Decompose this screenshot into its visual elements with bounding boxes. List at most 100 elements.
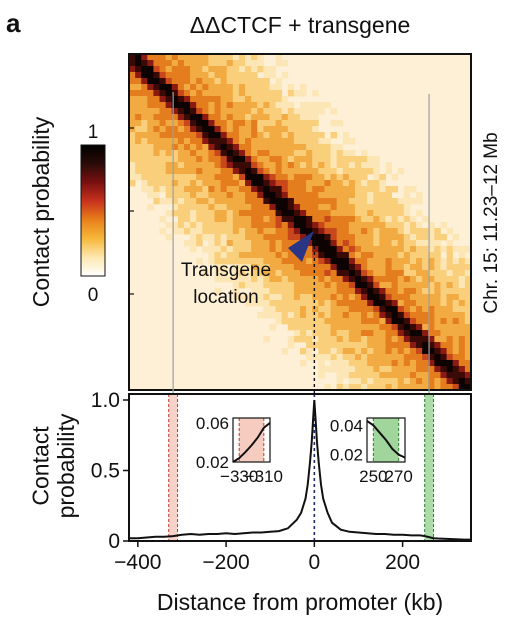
heatmap-cell: [300, 192, 307, 199]
heatmap-cell: [324, 336, 331, 343]
heatmap-cell: [238, 282, 246, 289]
heatmap-cell: [446, 294, 454, 301]
heatmap-cell: [183, 84, 191, 91]
heatmap-cell: [177, 216, 185, 223]
highlight-band-1: [424, 394, 434, 541]
heatmap-cell: [287, 114, 295, 121]
heatmap-cell: [367, 246, 374, 253]
heatmap-cell: [214, 126, 222, 133]
heatmap-cell: [318, 150, 325, 157]
heatmap-cell: [251, 108, 258, 115]
heatmap-cell: [135, 162, 142, 169]
heatmap-cell: [232, 168, 240, 175]
heatmap-cell: [269, 228, 276, 235]
heatmap-cell: [257, 168, 264, 175]
heatmap-cell: [458, 360, 466, 367]
heatmap-cell: [202, 102, 209, 109]
heatmap-cell: [208, 162, 215, 169]
heatmap-cell: [452, 360, 460, 367]
x-axis-ticks: −400 −200 0 200: [114, 541, 420, 574]
heatmap-cell: [147, 180, 154, 187]
heatmap-cell: [324, 354, 331, 361]
heatmap-cell: [464, 318, 472, 325]
heatmap-cell: [238, 228, 246, 235]
heatmap-cell: [373, 192, 380, 199]
heatmap-cell: [300, 288, 307, 295]
heatmap-cell: [367, 228, 374, 235]
heatmap-cell: [226, 198, 234, 205]
heatmap-cell: [434, 276, 441, 283]
heatmap-cell: [208, 198, 215, 205]
heatmap-cell: [367, 216, 374, 223]
heatmap-cell: [275, 192, 283, 199]
heatmap-cell: [196, 162, 203, 169]
heatmap-cell: [269, 108, 276, 115]
heatmap-cell: [275, 312, 283, 319]
heatmap-cell: [190, 192, 197, 199]
heatmap-cell: [202, 210, 209, 217]
heatmap-cell: [403, 378, 411, 385]
heatmap-cell: [287, 186, 295, 193]
heatmap-cell: [300, 348, 307, 355]
heatmap-cell: [367, 240, 374, 247]
heatmap-cell: [171, 222, 179, 229]
heatmap-cell: [214, 216, 222, 223]
heatmap-cell: [159, 102, 167, 109]
heatmap-cell: [361, 306, 368, 313]
heatmap-cell: [220, 252, 228, 259]
heatmap-cell: [257, 294, 264, 301]
heatmap-cell: [214, 276, 222, 283]
heatmap-cell: [293, 216, 301, 223]
heatmap-cell: [287, 84, 295, 91]
heatmap-cell: [183, 228, 191, 235]
heatmap-cell: [183, 96, 191, 103]
heatmap-cell: [458, 282, 466, 289]
heatmap-cell: [220, 270, 228, 277]
heatmap-cell: [275, 306, 283, 313]
heatmap-cell: [330, 276, 338, 283]
annotation-line-2: location: [193, 287, 259, 308]
heatmap-cell: [245, 216, 252, 223]
heatmap-cell: [251, 282, 258, 289]
heatmap-cell: [129, 138, 136, 145]
heatmap-cell: [428, 222, 435, 229]
inset-line: [232, 422, 271, 463]
heatmap-cell: [312, 144, 319, 151]
heatmap-cell: [269, 216, 276, 223]
inset-x-tick-label: 270: [384, 467, 412, 486]
heatmap-cell: [434, 258, 441, 265]
heatmap-cell: [464, 300, 472, 307]
heatmap-cell: [202, 156, 209, 163]
heatmap-cell: [165, 186, 173, 193]
heatmap-cell: [251, 270, 258, 277]
heatmap-cell: [440, 288, 447, 295]
heatmap-cell: [464, 384, 472, 391]
heatmap-cell: [318, 282, 325, 289]
heatmap-cell: [330, 216, 338, 223]
heatmap-cell: [385, 210, 393, 217]
heatmap-cell: [196, 204, 203, 211]
heatmap-cell: [208, 150, 215, 157]
heatmap-cell: [403, 246, 411, 253]
heatmap-cell: [183, 120, 191, 127]
heatmap-cell: [220, 102, 228, 109]
heatmap-cell: [281, 180, 289, 187]
heatmap-cell: [171, 162, 179, 169]
heatmap-cell: [318, 318, 325, 325]
heatmap-cell: [226, 276, 234, 283]
heatmap-cell: [434, 282, 441, 289]
heatmap-cell: [165, 156, 173, 163]
heatmap-cell: [269, 138, 276, 145]
heatmap-cell: [251, 210, 258, 217]
heatmap-cell: [238, 246, 246, 253]
heatmap-cell: [318, 186, 325, 193]
heatmap-cell: [214, 252, 222, 259]
heatmap-cell: [263, 66, 270, 73]
heatmap-cell: [348, 288, 356, 295]
heatmap-cell: [220, 78, 228, 85]
heatmap-cell: [171, 84, 179, 91]
heatmap-cell: [190, 78, 197, 85]
heatmap-cell: [159, 108, 167, 115]
heatmap-cell: [434, 372, 441, 379]
heatmap-cell: [208, 72, 215, 79]
